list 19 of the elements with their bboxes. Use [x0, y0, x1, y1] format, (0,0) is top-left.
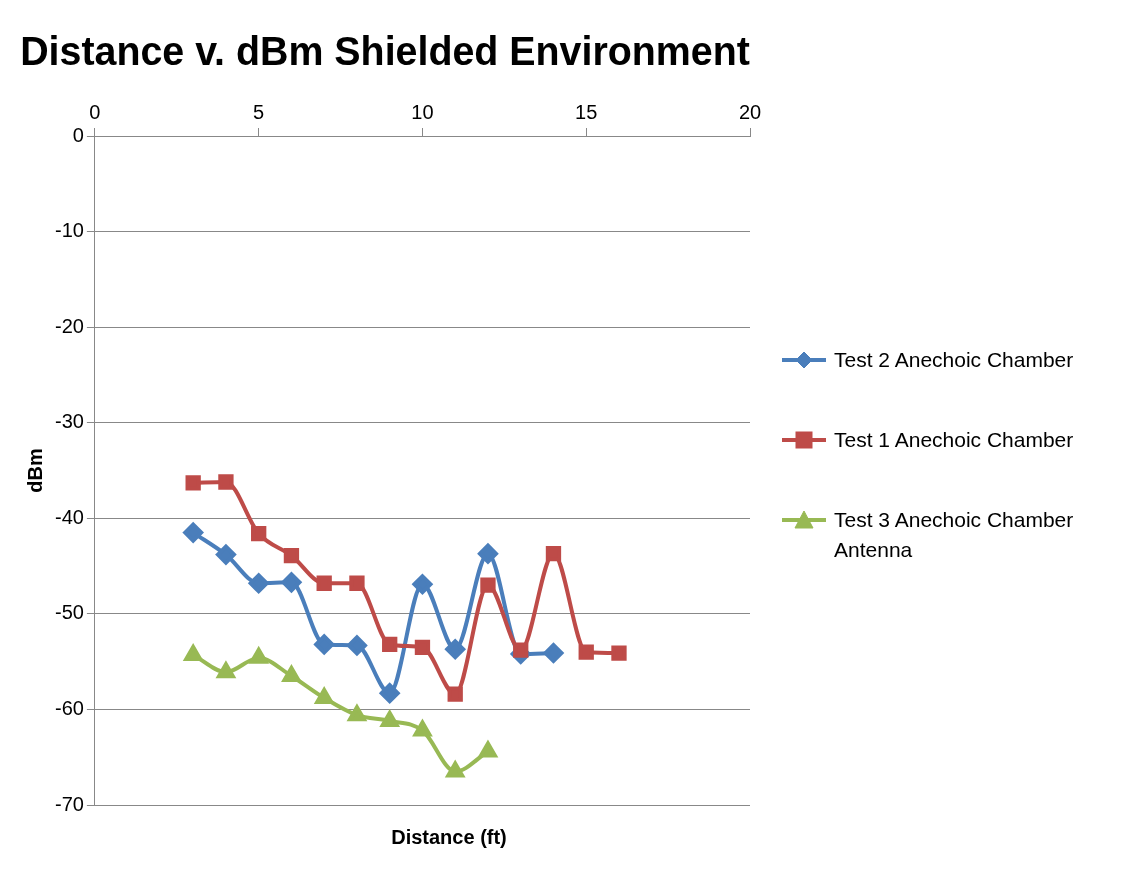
legend-label: Test 1 Anechoic Chamber [834, 427, 1074, 453]
y-axis-title: dBm [23, 448, 46, 493]
legend-label: Test 2 Anechoic Chamber [834, 347, 1074, 373]
x-tick-label: 15 [575, 100, 598, 123]
legend-label: Test 3 Anechoic Chamber Antenna [834, 507, 1075, 563]
y-tick-label: -10 [55, 219, 84, 242]
x-axis-title: Distance (ft) [390, 826, 508, 849]
x-tick-label: 10 [411, 100, 434, 123]
y-tick-label: -70 [55, 792, 84, 815]
x-tick-label: 20 [738, 100, 762, 123]
y-tick-label: -60 [55, 696, 84, 719]
y-tick-label: -40 [55, 505, 84, 528]
y-tick-label: 0 [72, 123, 84, 146]
x-tick-label: 0 [89, 100, 101, 123]
y-tick-label: -20 [55, 314, 84, 337]
chart-title: Distance v. dBm Shielded Environment [20, 28, 750, 74]
y-tick-label: -50 [55, 601, 84, 624]
x-tick-label: 5 [253, 100, 265, 123]
y-tick-label: -30 [55, 410, 84, 433]
